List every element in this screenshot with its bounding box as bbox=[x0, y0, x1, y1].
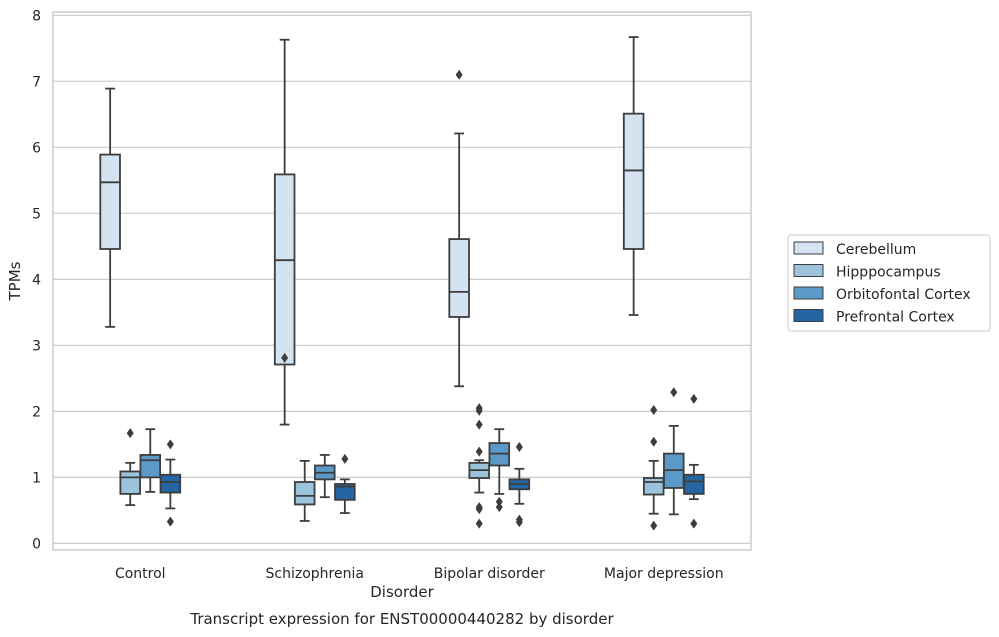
box-2-0 bbox=[139, 428, 162, 493]
box-2-2 bbox=[488, 428, 511, 513]
outlier-point bbox=[515, 517, 523, 528]
box-body bbox=[273, 173, 296, 366]
legend-entry: Prefrontal Cortex bbox=[836, 310, 955, 326]
box-0-3 bbox=[622, 36, 645, 316]
box-body bbox=[334, 483, 356, 501]
outlier-point bbox=[650, 405, 658, 416]
y-tick-label: 2 bbox=[32, 404, 41, 420]
box-0-0 bbox=[99, 87, 121, 328]
box-2-3 bbox=[663, 387, 685, 516]
legend-swatch bbox=[793, 309, 824, 322]
x-tick-label: Major depression bbox=[604, 566, 724, 582]
box-3-2 bbox=[508, 442, 531, 528]
outlier-point bbox=[475, 419, 483, 430]
box-body bbox=[448, 238, 470, 318]
y-tick-label: 8 bbox=[32, 8, 41, 24]
legend: Cerebellum Hipppocampus Orbitofontal Corte… bbox=[787, 234, 991, 332]
legend-swatch bbox=[793, 264, 824, 277]
x-tick-label: Control bbox=[115, 566, 166, 582]
y-axis-label: TPMs bbox=[6, 261, 24, 301]
box-3-0 bbox=[159, 439, 182, 527]
box-3-1 bbox=[334, 453, 356, 514]
y-tick-label: 6 bbox=[32, 140, 41, 156]
outlier-point bbox=[166, 439, 174, 450]
box-1-1 bbox=[293, 459, 316, 522]
y-tick-label: 3 bbox=[32, 338, 41, 354]
legend-entry: Hipppocampus bbox=[836, 265, 941, 281]
outlier-point bbox=[475, 446, 483, 457]
box-0-1 bbox=[273, 38, 296, 426]
y-tick-label: 0 bbox=[32, 536, 41, 552]
box-2-1 bbox=[314, 454, 336, 499]
box-body bbox=[683, 473, 705, 495]
outlier-point bbox=[475, 518, 483, 529]
y-tick-label: 1 bbox=[32, 470, 41, 486]
box-body bbox=[159, 473, 182, 494]
box-body bbox=[622, 112, 645, 250]
box-body bbox=[99, 153, 121, 250]
box-3-3 bbox=[683, 393, 705, 529]
outlier-point bbox=[126, 428, 134, 439]
legend-swatch bbox=[793, 241, 824, 255]
boxes-layer bbox=[99, 36, 705, 531]
x-tick-label: Bipolar disorder bbox=[434, 566, 545, 582]
legend-frame bbox=[787, 234, 991, 332]
outlier-point bbox=[455, 69, 463, 80]
x-tick-labels: Control Schizophrenia Bipolar disorder Majo… bbox=[115, 566, 724, 582]
y-tick-labels: 0 1 2 3 4 5 6 7 8 bbox=[32, 8, 41, 552]
outlier-point bbox=[475, 405, 483, 416]
outlier-point bbox=[670, 387, 678, 398]
plot-frame bbox=[52, 11, 752, 551]
outlier-point bbox=[495, 502, 503, 513]
box-body bbox=[642, 477, 665, 496]
box-1-0 bbox=[119, 428, 141, 507]
box-0-2 bbox=[448, 69, 470, 388]
box-1-2 bbox=[468, 403, 490, 529]
outlier-point bbox=[515, 442, 523, 453]
box-body bbox=[139, 454, 162, 479]
outlier-point bbox=[690, 393, 698, 404]
outlier-point bbox=[495, 496, 503, 507]
box-1-3 bbox=[642, 405, 665, 531]
outlier-point bbox=[650, 520, 658, 531]
legend-swatch bbox=[793, 286, 824, 300]
outlier-point bbox=[475, 504, 483, 515]
box-body bbox=[119, 470, 141, 495]
x-tick-label: Schizophrenia bbox=[266, 566, 364, 582]
y-tick-label: 5 bbox=[32, 206, 41, 222]
legend-entry: Orbitofontal Cortex bbox=[836, 287, 971, 303]
legend-entry: Cerebellum bbox=[836, 242, 916, 258]
outlier-point bbox=[281, 352, 289, 363]
x-axis-label: Disorder bbox=[370, 583, 434, 601]
outlier-point bbox=[341, 453, 349, 464]
y-tick-label: 4 bbox=[32, 272, 41, 288]
outlier-point bbox=[166, 516, 174, 527]
outlier-point bbox=[690, 518, 698, 529]
chart-caption: Transcript expression for ENST0000044028… bbox=[189, 610, 614, 628]
box-body bbox=[293, 481, 316, 506]
outlier-point bbox=[650, 436, 658, 447]
y-tick-label: 7 bbox=[32, 74, 41, 90]
